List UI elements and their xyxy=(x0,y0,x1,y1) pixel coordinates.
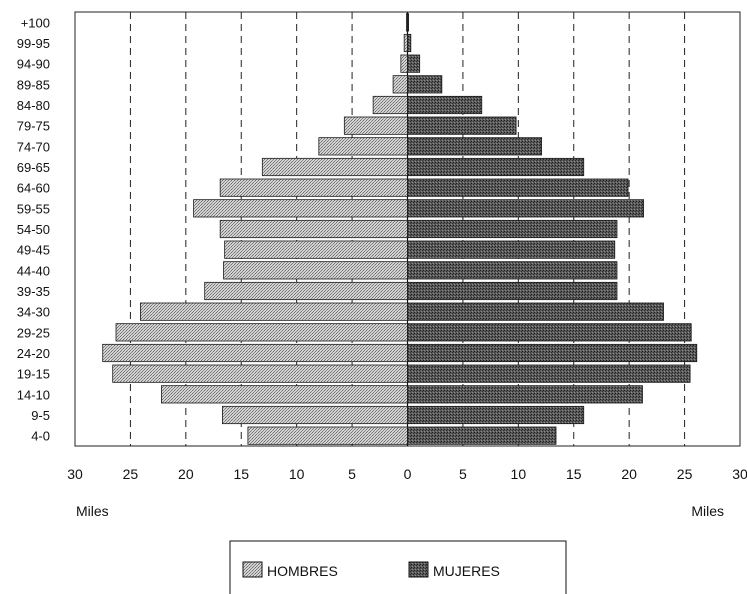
bar-hombres-64-60 xyxy=(219,178,408,197)
bar-mujeres-39-35 xyxy=(407,281,618,301)
legend-swatch-hombres xyxy=(242,561,263,578)
age-group-label: 94-90 xyxy=(17,57,50,72)
age-group-label: 54-50 xyxy=(17,222,50,237)
age-group-label: 14-10 xyxy=(17,387,50,402)
age-group-label: 44-40 xyxy=(17,263,50,278)
x-tick-label: 5 xyxy=(459,466,467,482)
age-group-label: +100 xyxy=(21,15,50,30)
bar-mujeres-29-25 xyxy=(407,323,692,342)
bar-hombres-29-25 xyxy=(115,323,408,342)
bar-hombres-44-40 xyxy=(223,261,408,280)
bar-mujeres-79-75 xyxy=(407,116,517,135)
x-tick-label: 15 xyxy=(233,466,249,482)
bar-mujeres-74-70 xyxy=(407,137,543,156)
x-tick-label: 30 xyxy=(67,466,83,482)
x-axis-tick-labels: 30 25 20 15 10 5 0 5 10 15 20 25 30 xyxy=(67,466,747,482)
x-axis-label-left: Miles xyxy=(76,503,109,519)
age-group-label: 29-25 xyxy=(17,325,50,340)
bar-hombres-39-35 xyxy=(204,281,408,301)
age-group-label: 74-70 xyxy=(17,139,50,154)
bar-mujeres-59-55 xyxy=(407,199,644,218)
bar-hombres-14-10 xyxy=(161,385,408,404)
bars-layer xyxy=(102,13,698,445)
bar-mujeres-19-15 xyxy=(407,364,691,383)
x-tick-label: 10 xyxy=(289,466,305,482)
x-axis-label-right: Miles xyxy=(691,503,724,519)
bar-hombres-19-15 xyxy=(112,364,408,383)
age-group-label: 84-80 xyxy=(17,98,50,113)
bar-mujeres-69-65 xyxy=(407,157,585,177)
bar-hombres-54-50 xyxy=(219,219,408,239)
bar-mujeres-49-45 xyxy=(407,240,616,259)
bar-hombres-69-65 xyxy=(261,157,408,177)
x-tick-label: 5 xyxy=(348,466,356,482)
age-group-label: 59-55 xyxy=(17,201,50,216)
bar-hombres-49-45 xyxy=(224,240,408,259)
bar-hombres-34-30 xyxy=(139,302,408,321)
legend-swatch-mujeres xyxy=(408,561,429,578)
bar-mujeres-84-80 xyxy=(407,95,483,115)
x-tick-label: 20 xyxy=(621,466,637,482)
age-group-label: 24-20 xyxy=(17,346,50,361)
bar-mujeres-54-50 xyxy=(407,219,618,239)
legend-label-mujeres: MUJERES xyxy=(433,563,500,579)
bar-mujeres-4-0 xyxy=(407,426,557,445)
bar-hombres-74-70 xyxy=(318,137,408,156)
bar-hombres-89-85 xyxy=(392,75,408,94)
bar-hombres-84-80 xyxy=(372,95,408,115)
x-tick-label: 30 xyxy=(732,466,747,482)
bar-mujeres-44-40 xyxy=(407,261,618,280)
age-group-label: 4-0 xyxy=(31,429,50,444)
bar-mujeres-99-95 xyxy=(407,33,412,53)
bar-mujeres-14-10 xyxy=(407,385,643,404)
age-group-label: 34-30 xyxy=(17,305,50,320)
bar-mujeres-24-20 xyxy=(407,343,698,363)
x-tick-label: 20 xyxy=(178,466,194,482)
bar-hombres-24-20 xyxy=(102,343,408,363)
x-tick-label: 25 xyxy=(123,466,139,482)
bar-mujeres-89-85 xyxy=(407,75,443,94)
age-group-label: 9-5 xyxy=(31,408,50,423)
bar-hombres-4-0 xyxy=(247,426,408,445)
legend: HOMBRES MUJERES xyxy=(229,540,567,594)
legend-frame xyxy=(229,540,567,594)
age-group-label: 64-60 xyxy=(17,181,50,196)
age-group-label: 89-85 xyxy=(17,77,50,92)
bar-mujeres-34-30 xyxy=(407,302,664,321)
age-group-label: 99-95 xyxy=(17,36,50,51)
bar-mujeres-9-5 xyxy=(407,405,585,425)
bar-hombres-79-75 xyxy=(343,116,408,135)
bar-hombres-9-5 xyxy=(222,405,408,425)
age-group-label: 19-15 xyxy=(17,367,50,382)
x-tick-label: 15 xyxy=(566,466,582,482)
age-group-labels: +100 99-95 94-90 89-85 84-80 79-75 74-70 69-65 6… xyxy=(17,15,50,443)
bar-hombres-94-90 xyxy=(400,54,408,73)
legend-label-hombres: HOMBRES xyxy=(267,563,338,579)
x-tick-label: 25 xyxy=(677,466,693,482)
x-tick-label: 0 xyxy=(404,466,412,482)
x-tick-label: 10 xyxy=(511,466,527,482)
age-group-label: 39-35 xyxy=(17,284,50,299)
age-group-label: 79-75 xyxy=(17,119,50,134)
age-group-label: 49-45 xyxy=(17,243,50,258)
bar-hombres-59-55 xyxy=(193,199,408,218)
bar-hombres-99-95 xyxy=(403,33,408,53)
bar-mujeres-94-90 xyxy=(407,54,421,73)
bar-mujeres-64-60 xyxy=(407,178,629,197)
bar-mujeres-+100 xyxy=(407,13,410,32)
age-group-label: 69-65 xyxy=(17,160,50,175)
